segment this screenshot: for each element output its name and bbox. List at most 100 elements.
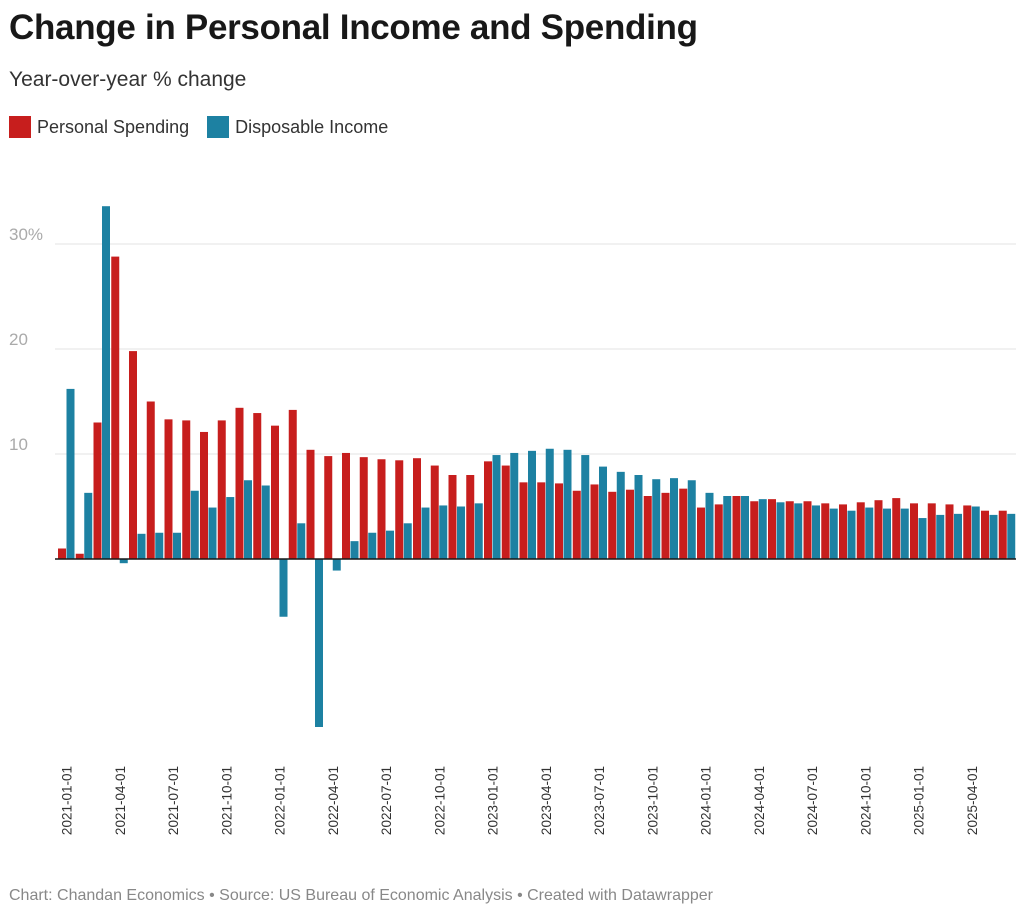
x-tick-label: 2022-10-01 (432, 766, 447, 835)
legend-swatch-spending (9, 116, 31, 138)
bar-spending (466, 475, 475, 559)
bar-income (758, 499, 767, 559)
bar-income (510, 452, 519, 559)
bar-spending (590, 484, 599, 559)
bar-spending (803, 501, 812, 559)
bar-spending (324, 456, 333, 559)
bar-spending (93, 422, 102, 559)
bar-spending (200, 431, 208, 559)
bar-income (936, 514, 945, 559)
bar-spending (643, 496, 652, 559)
x-tick-label: 2022-04-01 (326, 766, 341, 835)
bar-income (368, 532, 377, 559)
x-tick-label: 2024-10-01 (858, 766, 873, 835)
x-tick-label: 2024-01-01 (699, 766, 714, 835)
bar-income (421, 507, 430, 559)
bar-income (137, 533, 146, 559)
bar-spending (413, 458, 421, 559)
bar-spending (572, 490, 581, 559)
bar-income (279, 559, 288, 617)
bar-income (315, 559, 323, 727)
bar-spending (981, 510, 989, 559)
x-tick-label: 2025-04-01 (965, 766, 980, 835)
bar-income (386, 530, 394, 559)
bar-spending (927, 503, 936, 559)
bar-income (545, 448, 554, 559)
bar-income (439, 505, 448, 559)
bar-income (776, 502, 785, 559)
legend-item-spending: Personal Spending (9, 116, 189, 138)
bar-spending (271, 425, 279, 559)
bar-income (457, 506, 465, 559)
bar-spending (377, 459, 386, 559)
x-tick-label: 2023-07-01 (592, 766, 607, 835)
bar-income (332, 559, 341, 571)
legend-label-income: Disposable Income (235, 116, 389, 137)
bar-spending (998, 510, 1007, 559)
bar-spending (856, 502, 865, 559)
bar-income (847, 510, 856, 559)
bar-income (616, 471, 625, 559)
bar-spending (768, 499, 776, 559)
bar-income (741, 496, 749, 559)
bar-spending (111, 256, 120, 559)
bar-income (474, 503, 483, 559)
x-tick-label: 2025-01-01 (912, 766, 927, 835)
bar-spending (963, 505, 972, 559)
bar-spending (58, 548, 66, 559)
bar-spending (430, 465, 439, 559)
y-tick-label: 10 (9, 435, 28, 454)
bar-spending (484, 461, 492, 559)
x-tick-label: 2024-04-01 (752, 766, 767, 835)
bar-spending (306, 449, 315, 559)
x-tick-label: 2021-04-01 (113, 766, 128, 835)
chart-footer: Chart: Chandan Economics • Source: US Bu… (9, 887, 713, 904)
bar-income (918, 518, 927, 559)
bar-income (528, 450, 536, 559)
bar-spending (910, 503, 918, 559)
bar-income (865, 507, 874, 559)
legend-label-spending: Personal Spending (37, 116, 190, 137)
bar-spending (164, 419, 173, 559)
bar-income (794, 503, 803, 559)
bar-spending (892, 498, 901, 559)
legend-item-income: Disposable Income (207, 116, 388, 138)
bar-spending (839, 504, 847, 559)
x-tick-label: 2022-01-01 (273, 766, 288, 835)
bar-spending (608, 491, 617, 559)
bar-income (812, 505, 820, 559)
bar-income (66, 388, 75, 559)
bar-spending (555, 483, 563, 559)
x-tick-label: 2023-01-01 (486, 766, 501, 835)
bar-income (226, 497, 235, 559)
bar-spending (679, 488, 688, 559)
y-tick-label: 20 (9, 330, 28, 349)
bar-spending (945, 504, 954, 559)
x-tick-label: 2021-10-01 (219, 766, 234, 835)
bar-spending (501, 465, 510, 559)
bar-income (1007, 513, 1016, 559)
bar-income (900, 508, 909, 559)
legend-swatch-income (207, 116, 230, 138)
bar-spending (750, 501, 759, 559)
bar-income (652, 479, 661, 559)
bar-income (208, 507, 217, 559)
bar-spending (182, 420, 191, 559)
bar-spending (821, 503, 830, 559)
bar-income (687, 480, 696, 559)
bar-spending (288, 409, 297, 559)
x-tick-label: 2023-04-01 (539, 766, 554, 835)
x-tick-label: 2024-07-01 (805, 766, 820, 835)
bar-spending (342, 452, 350, 559)
chart-title: Change in Personal Income and Spending (9, 8, 698, 47)
bar-income (84, 492, 93, 559)
bar-spending (75, 553, 84, 559)
bar-spending (129, 351, 137, 559)
bar-spending (537, 482, 546, 559)
x-tick-label: 2021-07-01 (166, 766, 181, 835)
bar-income (723, 496, 732, 559)
chart-subtitle: Year-over-year % change (9, 68, 247, 91)
bar-spending (519, 482, 528, 559)
bar-income (581, 455, 590, 559)
